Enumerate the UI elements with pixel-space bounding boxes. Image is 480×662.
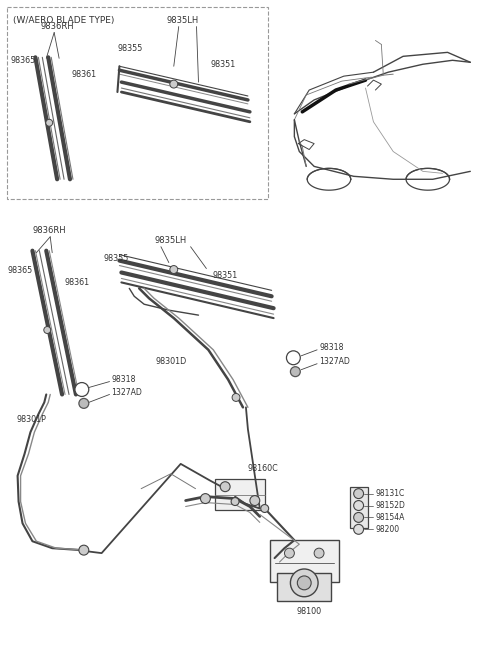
Text: 98355: 98355 (118, 44, 143, 53)
Circle shape (46, 119, 53, 126)
Circle shape (170, 265, 178, 273)
Circle shape (79, 399, 89, 408)
Circle shape (232, 393, 240, 401)
Text: 98100: 98100 (296, 607, 322, 616)
Text: 98355: 98355 (104, 254, 129, 263)
Text: 98152D: 98152D (375, 501, 405, 510)
Circle shape (79, 545, 89, 555)
Circle shape (287, 351, 300, 365)
Text: 98365: 98365 (11, 56, 36, 65)
Text: 98154A: 98154A (375, 513, 405, 522)
Bar (276, 573, 331, 600)
Circle shape (354, 512, 363, 522)
Circle shape (354, 500, 363, 510)
Bar (350, 487, 368, 528)
Circle shape (201, 494, 210, 504)
Circle shape (220, 482, 230, 492)
Bar (216, 479, 264, 510)
Circle shape (285, 548, 294, 558)
Circle shape (170, 80, 178, 88)
Text: 98365: 98365 (8, 266, 33, 275)
Circle shape (290, 367, 300, 377)
Text: (W/AERO BLADE TYPE): (W/AERO BLADE TYPE) (12, 16, 114, 25)
Text: 1327AD: 1327AD (319, 357, 350, 366)
Text: 9835LH: 9835LH (167, 16, 199, 25)
Text: 98301D: 98301D (156, 357, 187, 366)
Circle shape (314, 548, 324, 558)
Circle shape (261, 504, 269, 512)
Bar (7, 7, 268, 199)
Circle shape (297, 576, 311, 590)
Circle shape (75, 383, 89, 397)
Text: 9835LH: 9835LH (154, 236, 186, 245)
Text: 98318: 98318 (111, 375, 136, 384)
Text: 98131C: 98131C (375, 489, 405, 498)
Text: 98351: 98351 (210, 60, 236, 69)
Text: 98361: 98361 (64, 278, 89, 287)
Text: 9836RH: 9836RH (40, 22, 74, 31)
Circle shape (231, 498, 239, 506)
Text: 98351: 98351 (212, 271, 238, 280)
Text: 98200: 98200 (375, 525, 399, 534)
Circle shape (290, 569, 318, 596)
Text: 1327AD: 1327AD (111, 388, 143, 397)
Circle shape (44, 326, 51, 334)
Text: 98160C: 98160C (248, 464, 279, 473)
Text: 98301P: 98301P (17, 415, 47, 424)
Circle shape (250, 496, 260, 506)
Circle shape (354, 489, 363, 498)
Circle shape (354, 524, 363, 534)
Text: 9836RH: 9836RH (33, 226, 66, 236)
Bar (270, 540, 339, 582)
Text: 98318: 98318 (319, 344, 344, 352)
Text: 98361: 98361 (72, 70, 97, 79)
